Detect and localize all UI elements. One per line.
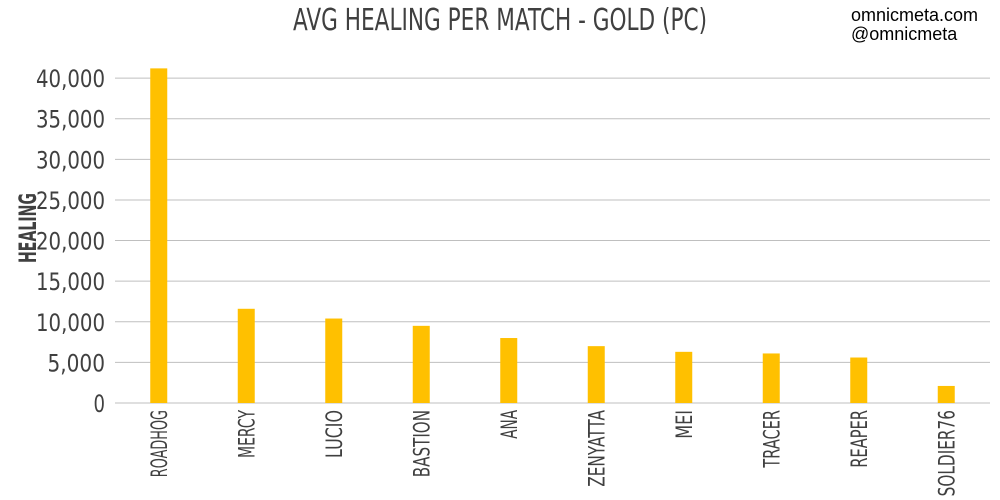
y-tick-label: 25,000 bbox=[36, 187, 105, 215]
bars bbox=[150, 68, 955, 403]
credit-site: omnicmeta.com bbox=[851, 5, 979, 25]
bar-zenyatta bbox=[587, 346, 605, 403]
bar-lucio bbox=[325, 318, 343, 403]
y-tick-label: 30,000 bbox=[36, 146, 105, 174]
bar-soldier76 bbox=[937, 385, 955, 403]
bar-mercy bbox=[237, 308, 255, 403]
gridlines bbox=[115, 77, 990, 404]
x-tick-label: MERCY bbox=[235, 410, 260, 458]
bar-reaper bbox=[850, 357, 868, 403]
chart-title: AVG HEALING PER MATCH - GOLD (PC) bbox=[293, 3, 707, 38]
bar-ana bbox=[500, 338, 518, 403]
y-axis-label: HEALING bbox=[14, 193, 42, 263]
x-tick-label: SOLDIER76 bbox=[935, 410, 960, 496]
y-tick-label: 40,000 bbox=[36, 65, 105, 93]
y-tick-label: 15,000 bbox=[36, 268, 105, 296]
x-tick-label: ROADHOG bbox=[148, 410, 173, 477]
x-tick-label: TRACER bbox=[760, 410, 785, 468]
bar-mei bbox=[675, 351, 693, 403]
x-tick-label: ANA bbox=[498, 410, 523, 439]
x-tick-label: LUCIO bbox=[323, 410, 348, 458]
bar-tracer bbox=[762, 353, 780, 403]
y-tick-labels: 0 5,000 10,000 15,000 20,000 25,000 30,000 35,0… bbox=[36, 65, 105, 418]
y-tick-label: 35,000 bbox=[36, 106, 105, 134]
y-tick-label: 5,000 bbox=[48, 349, 106, 377]
x-tick-labels: ROADHOG MERCY LUCIO BASTION ANA ZENYATTA MEI TR… bbox=[148, 410, 961, 497]
y-tick-label: 20,000 bbox=[36, 228, 105, 256]
credit-handle: @omnicmeta bbox=[851, 24, 958, 44]
y-tick-label: 10,000 bbox=[36, 309, 105, 337]
y-tick-label: 0 bbox=[94, 390, 106, 418]
x-tick-label: BASTION bbox=[410, 410, 435, 477]
bar-bastion bbox=[412, 325, 430, 403]
x-tick-label: MEI bbox=[673, 410, 698, 439]
bar-roadhog bbox=[150, 68, 168, 403]
x-tick-label: ZENYATTA bbox=[585, 410, 610, 487]
x-tick-label: REAPER bbox=[848, 410, 873, 468]
